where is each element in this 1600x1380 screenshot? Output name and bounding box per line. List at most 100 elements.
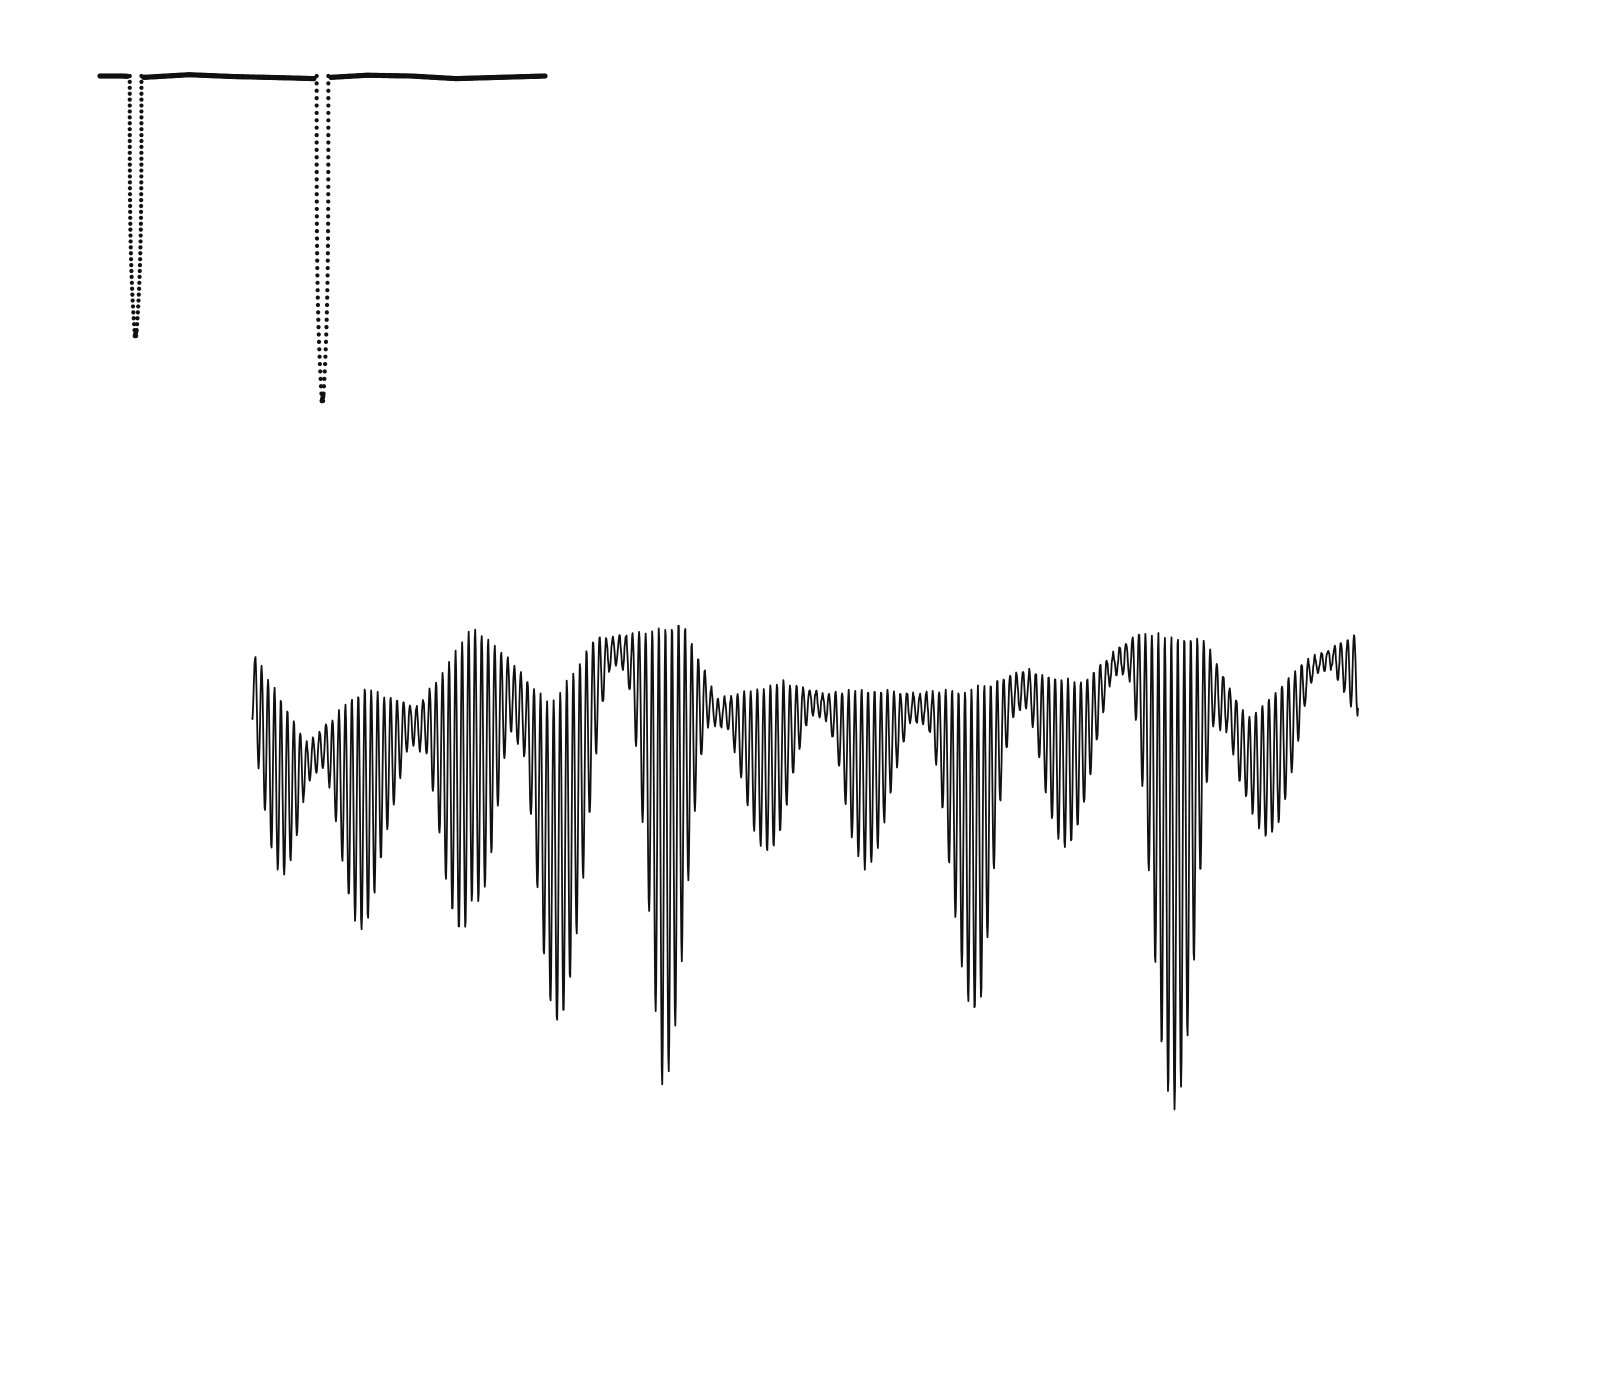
data-point-561 xyxy=(136,298,141,303)
data-point-512 xyxy=(127,156,132,161)
data-point-589 xyxy=(326,103,331,108)
data-point-555 xyxy=(137,280,142,285)
data-point-644 xyxy=(316,310,321,315)
data-point-532 xyxy=(128,215,133,220)
light-curve-panel xyxy=(97,72,548,404)
data-point-634 xyxy=(315,273,320,278)
data-point-581 xyxy=(326,73,331,79)
data-point-647 xyxy=(324,317,329,322)
data-point-521 xyxy=(139,180,144,185)
data-point-539 xyxy=(138,233,143,238)
data-point-563 xyxy=(136,304,141,309)
data-point-490 xyxy=(127,91,132,96)
data-point-502 xyxy=(127,127,132,132)
spectrum-panel xyxy=(251,624,1359,1111)
data-point-649 xyxy=(324,325,329,330)
data-point-641 xyxy=(325,295,330,300)
data-point-485 xyxy=(139,73,144,79)
data-point-556 xyxy=(130,286,135,291)
data-point-606 xyxy=(314,169,319,175)
data-point-626 xyxy=(314,243,320,248)
data-point-489 xyxy=(139,85,144,90)
data-point-662 xyxy=(318,376,323,381)
data-point-638 xyxy=(315,288,320,293)
data-point-600 xyxy=(314,147,319,152)
data-point-636 xyxy=(315,280,320,285)
data-point-588 xyxy=(314,103,319,108)
data-point-628 xyxy=(315,251,320,256)
data-point-661 xyxy=(322,369,327,374)
data-point-610 xyxy=(314,184,319,189)
data-point-642 xyxy=(315,302,321,308)
data-point-632 xyxy=(315,265,320,271)
data-point-510 xyxy=(127,150,132,155)
data-point-562 xyxy=(130,304,136,309)
data-point-587 xyxy=(326,96,331,101)
data-point-675 xyxy=(320,393,326,399)
data-point-564 xyxy=(131,310,136,315)
data-point-656 xyxy=(317,354,322,359)
data-point-498 xyxy=(127,115,132,120)
data-point-559 xyxy=(136,292,141,297)
data-point-501 xyxy=(139,121,144,126)
data-point-509 xyxy=(139,144,144,150)
data-point-580 xyxy=(314,73,319,79)
data-point-557 xyxy=(136,286,142,291)
data-point-511 xyxy=(139,150,144,155)
data-point-586 xyxy=(314,96,319,101)
data-point-637 xyxy=(325,280,330,285)
data-point-659 xyxy=(323,361,328,367)
data-point-664 xyxy=(318,384,324,389)
data-point-601 xyxy=(326,147,331,152)
data-point-522 xyxy=(127,186,133,191)
data-point-566 xyxy=(131,316,136,321)
data-point-527 xyxy=(139,197,144,203)
data-point-525 xyxy=(139,192,144,197)
data-point-630 xyxy=(315,258,320,263)
data-point-625 xyxy=(325,236,331,241)
data-point-483 xyxy=(542,73,548,79)
data-point-513 xyxy=(139,156,144,161)
data-point-569 xyxy=(134,322,140,327)
data-point-535 xyxy=(138,221,143,226)
data-point-534 xyxy=(128,221,133,226)
data-point-494 xyxy=(127,103,132,108)
data-point-629 xyxy=(325,251,330,256)
data-point-594 xyxy=(314,125,319,130)
data-point-646 xyxy=(316,317,321,322)
data-point-624 xyxy=(314,236,320,241)
data-point-560 xyxy=(130,298,135,303)
data-point-614 xyxy=(314,199,319,204)
data-point-627 xyxy=(325,243,331,248)
data-point-491 xyxy=(139,91,144,96)
data-point-655 xyxy=(323,347,328,352)
data-point-605 xyxy=(326,162,331,167)
data-point-517 xyxy=(139,168,144,173)
data-point-487 xyxy=(139,79,144,85)
data-point-516 xyxy=(127,168,132,173)
data-point-542 xyxy=(128,245,133,250)
data-point-499 xyxy=(139,115,144,120)
data-point-622 xyxy=(314,229,320,234)
data-point-538 xyxy=(128,233,133,238)
data-point-608 xyxy=(314,177,319,182)
data-point-505 xyxy=(139,132,144,138)
data-point-599 xyxy=(326,140,331,145)
data-point-495 xyxy=(139,103,144,108)
data-point-533 xyxy=(138,215,144,220)
data-point-515 xyxy=(139,162,144,167)
data-point-645 xyxy=(324,310,329,315)
data-point-611 xyxy=(326,184,331,189)
data-point-621 xyxy=(326,221,331,226)
data-point-567 xyxy=(135,316,140,321)
data-point-631 xyxy=(325,258,330,263)
data-point-603 xyxy=(326,155,331,160)
data-point-650 xyxy=(316,332,321,337)
data-point-544 xyxy=(128,251,133,256)
data-point-633 xyxy=(325,265,330,271)
data-point-550 xyxy=(129,268,134,274)
data-point-652 xyxy=(316,339,322,345)
data-point-579 xyxy=(133,328,139,334)
